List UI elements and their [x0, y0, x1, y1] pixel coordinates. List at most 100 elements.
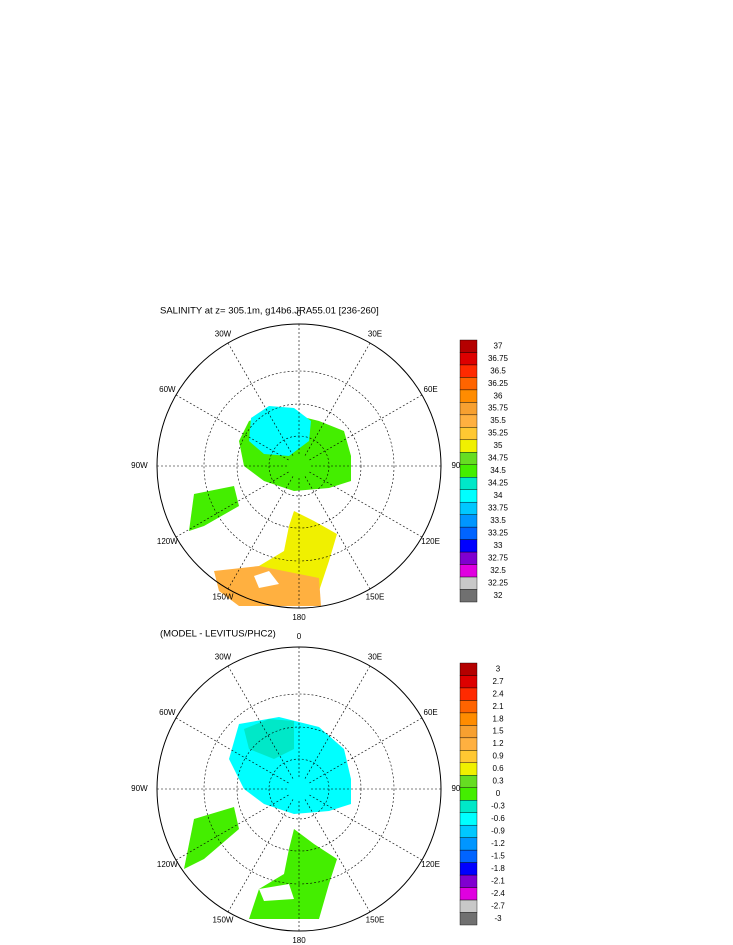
- colorbar-label: 32.75: [488, 553, 509, 562]
- colorbar-box: [459, 762, 478, 776]
- map: [156, 646, 442, 932]
- parallel: [268, 758, 330, 820]
- longitude-label: 120E: [421, 537, 440, 546]
- colorbar-label: 34.75: [488, 454, 509, 463]
- longitude-label: 30E: [368, 329, 382, 338]
- colorbar-label: 0.3: [492, 777, 504, 786]
- map-border: [156, 646, 442, 932]
- colorbar-label: 2.1: [492, 702, 504, 711]
- colorbar-label: -2.1: [491, 876, 505, 885]
- meridian: [227, 342, 294, 456]
- colorbar-box: [459, 452, 478, 465]
- colorbar-box: [459, 700, 478, 714]
- colorbar-box: [459, 837, 478, 851]
- colorbar-box: [459, 402, 478, 416]
- meridian: [309, 717, 423, 784]
- colorbar-box: [459, 824, 478, 838]
- longitude-label: 60W: [159, 708, 176, 717]
- map-border: [156, 323, 442, 609]
- colorbar-box: [459, 501, 478, 515]
- field-region: [184, 807, 239, 869]
- colorbar-label: 33.5: [490, 516, 506, 525]
- colorbar-label: -0.3: [491, 802, 505, 811]
- colorbar-label: 34.25: [488, 479, 509, 488]
- field-region: [254, 571, 279, 588]
- meridian: [304, 799, 371, 913]
- colorbar-box: [459, 427, 478, 441]
- map: [156, 323, 442, 609]
- colorbar-box: [459, 526, 478, 540]
- colorbar-box: [459, 725, 478, 739]
- parallel: [203, 370, 395, 562]
- longitude-label: 30W: [215, 329, 232, 338]
- colorbar-label: 1.5: [492, 727, 504, 736]
- colorbar-label: -2.4: [491, 889, 505, 898]
- colorbar-box: [459, 874, 478, 888]
- panel-title: SALINITY at z= 305.1m, g14b6.JRA55.01 [2…: [160, 306, 379, 317]
- meridian: [304, 342, 371, 456]
- colorbar-label: 33.75: [488, 504, 509, 513]
- colorbar-label: 0.6: [492, 764, 504, 773]
- meridian: [227, 799, 294, 913]
- colorbar-box: [459, 712, 478, 726]
- longitude-label: 90E: [451, 784, 465, 793]
- colorbar-box: [459, 912, 478, 926]
- colorbar-label: 3: [496, 664, 501, 673]
- longitude-label: 60E: [424, 385, 438, 394]
- panel-title: (MODEL - LEVITUS/PHC2): [160, 629, 276, 640]
- longitude-label: 90W: [131, 784, 148, 793]
- meridian: [175, 471, 289, 538]
- colorbar-label: 36.5: [490, 366, 506, 375]
- colorbar-box: [459, 862, 478, 876]
- colorbar-label: 34: [494, 491, 503, 500]
- colorbar-label: 32.25: [488, 578, 509, 587]
- colorbar-label: 1.8: [492, 714, 504, 723]
- colorbar-box: [459, 589, 478, 603]
- longitude-label: 150E: [366, 916, 385, 925]
- colorbar-box: [459, 737, 478, 751]
- colorbar-label: 1.2: [492, 739, 504, 748]
- longitude-label: 30E: [368, 652, 382, 661]
- longitude-label: 60W: [159, 385, 176, 394]
- longitude-label: 0: [297, 309, 302, 318]
- colorbar-label: 37: [494, 341, 503, 350]
- colorbar-label: 35.75: [488, 404, 509, 413]
- colorbar-box: [459, 564, 478, 578]
- colorbar-box: [459, 352, 478, 366]
- parallel: [268, 435, 330, 497]
- longitude-label: 120W: [157, 860, 178, 869]
- longitude-label: 150W: [213, 916, 234, 925]
- colorbar-box: [459, 377, 478, 391]
- longitude-label: 30W: [215, 652, 232, 661]
- colorbar-label: -2.7: [491, 901, 505, 910]
- colorbar-box: [459, 662, 478, 676]
- parallel: [236, 403, 362, 529]
- colorbar-label: 33: [494, 541, 503, 550]
- colorbar-label: -0.6: [491, 814, 505, 823]
- colorbar-box: [459, 389, 478, 403]
- meridian: [304, 665, 371, 779]
- colorbar-label: -1.2: [491, 839, 505, 848]
- parallel: [203, 693, 395, 885]
- longitude-label: 0: [297, 632, 302, 641]
- longitude-label: 90E: [451, 461, 465, 470]
- colorbar-box: [459, 687, 478, 701]
- colorbar-box: [459, 576, 478, 590]
- colorbar-label: 0.9: [492, 752, 504, 761]
- field-region: [244, 719, 294, 759]
- meridian: [227, 665, 294, 779]
- colorbar-label: -3: [494, 914, 502, 923]
- colorbar-box: [459, 489, 478, 503]
- colorbar-label: 35: [494, 441, 503, 450]
- colorbar-box: [459, 899, 478, 913]
- colorbar-box: [459, 514, 478, 528]
- longitude-label: 120E: [421, 860, 440, 869]
- colorbar-label: 36.25: [488, 379, 509, 388]
- colorbar-box: [459, 539, 478, 553]
- colorbar-box: [459, 800, 478, 813]
- colorbar-box: [459, 849, 478, 863]
- meridian: [175, 394, 289, 461]
- colorbar-label: 36: [494, 391, 503, 400]
